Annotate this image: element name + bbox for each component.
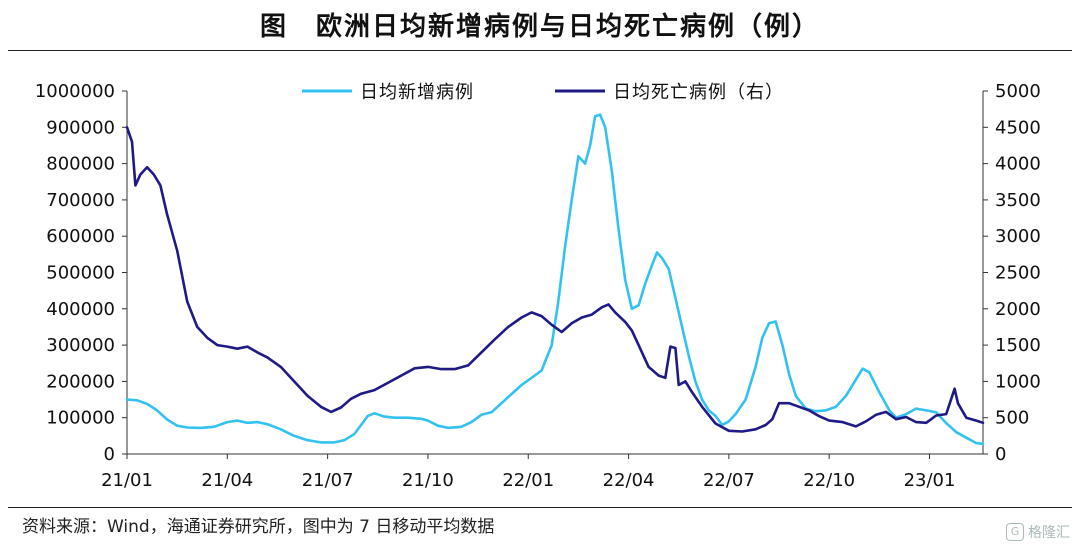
y-right-tick-label: 5000: [995, 81, 1041, 102]
y-left-tick-label: 0: [104, 444, 115, 465]
watermark-text: 格隆汇: [1028, 525, 1070, 541]
chart-legend: 日均新增病例 日均死亡病例（右）: [302, 82, 784, 103]
y-right-tick-label: 1500: [995, 335, 1041, 356]
y-right-tick-label: 3500: [995, 190, 1041, 211]
x-tick-label: 23/01: [904, 470, 956, 491]
series-new-cases-line: [125, 113, 985, 446]
y-right-tick-label: 3000: [995, 226, 1041, 247]
y-left-tick-label: 400000: [46, 299, 115, 320]
y-left-tick-label: 900000: [46, 117, 115, 138]
y-left-tick-label: 700000: [46, 190, 115, 211]
page-title: 图 欧洲日均新增病例与日均死亡病例（例）: [259, 12, 820, 42]
x-tick-label: 22/01: [502, 470, 554, 491]
chart-series: [125, 113, 985, 446]
series-deaths-line: [125, 126, 985, 433]
y-left-tick-label: 200000: [46, 371, 115, 392]
x-tick-label: 22/07: [703, 470, 755, 491]
legend-label-new-cases: 日均新增病例: [360, 82, 474, 103]
title-rule: [8, 50, 1072, 51]
y-right-tick-label: 2500: [995, 263, 1041, 284]
source-note: 资料来源：Wind，海通证券研究所，图中为 7 日移动平均数据: [22, 517, 495, 537]
y-right-tick-label: 500: [995, 408, 1029, 429]
chart-axes: 0 100000 200000 300000 400000 500000 600000 700…: [35, 81, 1041, 491]
source-rule: [8, 507, 1072, 508]
y-left-tick-label: 300000: [46, 335, 115, 356]
y-left-tick-label: 100000: [46, 408, 115, 429]
x-tick-label: 21/01: [101, 470, 153, 491]
y-right-tick-label: 1000: [995, 371, 1041, 392]
watermark-logo-icon: G: [1006, 523, 1024, 541]
x-tick-label: 21/07: [302, 470, 354, 491]
y-left-tick-label: 500000: [46, 263, 115, 284]
legend-label-deaths: 日均死亡病例（右）: [613, 82, 784, 103]
x-tick-label: 21/04: [201, 470, 253, 491]
y-left-tick-label: 800000: [46, 154, 115, 175]
watermark: G 格隆汇: [1006, 522, 1070, 542]
y-left-tick-label: 1000000: [35, 81, 115, 102]
y-right-tick-label: 4500: [995, 117, 1041, 138]
x-tick-label: 22/04: [603, 470, 655, 491]
y-left-tick-label: 600000: [46, 226, 115, 247]
y-right-tick-label: 4000: [995, 154, 1041, 175]
x-tick-label: 22/10: [803, 470, 855, 491]
y-right-tick-label: 2000: [995, 299, 1041, 320]
y-right-tick-label: 0: [995, 444, 1006, 465]
x-tick-label: 21/10: [402, 470, 454, 491]
